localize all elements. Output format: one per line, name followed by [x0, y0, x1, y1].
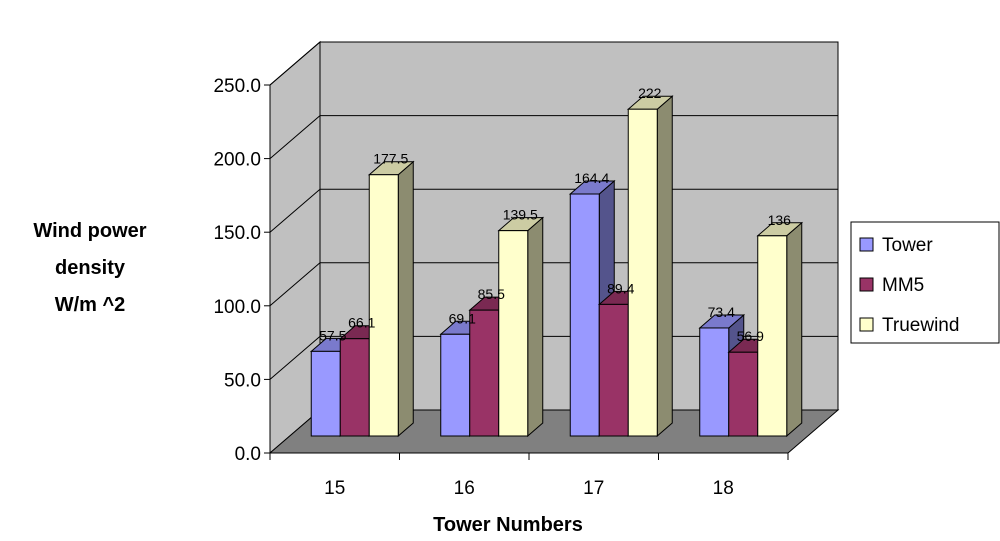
chart-bars — [309, 95, 804, 438]
data-label: 164.4 — [574, 170, 609, 186]
bar-side — [786, 221, 803, 438]
x-axis-title: Tower Numbers — [433, 514, 583, 536]
bar-front — [569, 193, 600, 437]
data-label: 73.4 — [708, 304, 735, 320]
data-label: 177.5 — [373, 151, 408, 167]
legend-label-truewind: Truewind — [882, 315, 959, 336]
data-label: 136 — [768, 212, 792, 228]
bar-truewind-15 — [367, 160, 415, 438]
legend-label-mm5: MM5 — [882, 275, 924, 296]
bar-front — [310, 350, 341, 437]
x-tick-label: 16 — [454, 478, 475, 499]
legend-box — [850, 221, 1000, 344]
data-label: 89.4 — [607, 280, 634, 296]
y-tick-label: 50.0 — [224, 370, 261, 391]
y-tick-label: 200.0 — [213, 150, 261, 171]
x-axis-ticks: 15 16 17 18 — [269, 452, 789, 499]
bar-front — [440, 333, 471, 437]
bar-front — [498, 230, 529, 437]
y-tick-label: 100.0 — [213, 297, 261, 318]
y-tick-label: 150.0 — [213, 223, 261, 244]
bar-side — [527, 216, 544, 438]
data-label: 56.9 — [737, 328, 764, 344]
data-label: 66.1 — [348, 315, 375, 331]
bar-front — [728, 351, 759, 437]
bar-front — [469, 309, 500, 437]
legend-swatch-tower — [859, 237, 874, 252]
data-labels: 57.566.1 177.5 69.185.5 139.5 164.4 89.4 222 73… — [319, 85, 791, 344]
legend-label-tower: Tower — [882, 235, 933, 256]
y-axis-title-line-2: density — [55, 257, 126, 279]
bar-side — [656, 95, 673, 438]
x-tick-label: 15 — [324, 478, 345, 499]
y-tick-label: 250.0 — [213, 76, 261, 97]
bar-side — [397, 160, 414, 438]
y-tick-label: 0.0 — [235, 444, 261, 465]
data-label: 85.5 — [478, 286, 505, 302]
bar-front — [757, 235, 788, 437]
bar-truewind-17 — [626, 95, 674, 438]
bar-front — [339, 338, 370, 437]
gridline — [269, 41, 838, 86]
data-label: 57.5 — [319, 327, 346, 343]
data-label: 139.5 — [503, 207, 538, 223]
bar-front — [627, 108, 658, 437]
bar-front — [598, 303, 629, 437]
legend-swatch-mm5 — [859, 277, 874, 292]
data-label: 69.1 — [449, 310, 476, 326]
data-label: 222 — [638, 85, 662, 101]
y-axis-ticks: 0.0 50.0 100.0 150.0 200.0 250.0 — [213, 76, 271, 465]
bar-truewind-18 — [756, 221, 804, 438]
bar-truewind-16 — [497, 216, 545, 438]
y-axis-title-line-3: W/m ^2 — [55, 294, 126, 316]
legend: Tower MM5 Truewind — [850, 221, 1000, 344]
x-tick-label: 17 — [583, 478, 604, 499]
x-tick-label: 18 — [713, 478, 734, 499]
bar-front — [699, 327, 730, 437]
legend-swatch-truewind — [859, 317, 874, 332]
bar-front — [368, 174, 399, 437]
y-axis-title-line-1: Wind power — [33, 220, 146, 242]
